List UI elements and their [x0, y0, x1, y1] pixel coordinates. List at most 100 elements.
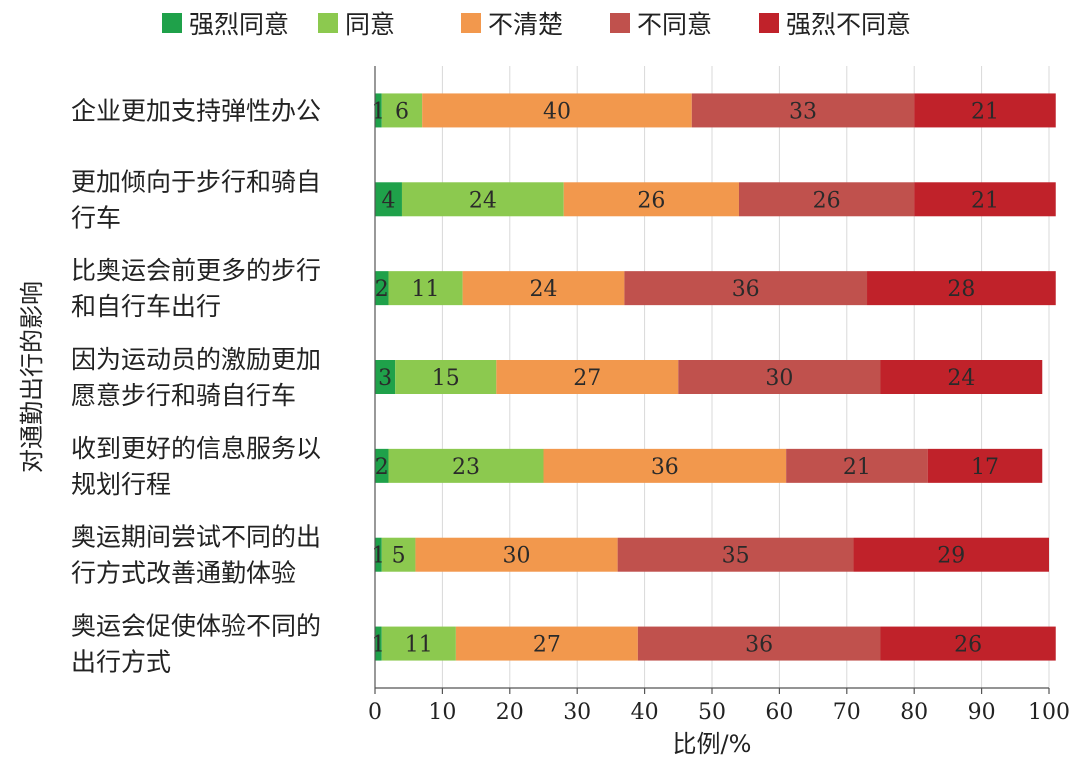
data-label: 24	[469, 188, 497, 213]
category-label: 企业更加支持弹性办公	[71, 96, 321, 125]
legend-swatch	[610, 13, 630, 33]
data-label: 21	[843, 455, 871, 480]
bar-segment	[375, 448, 389, 483]
bar-segment	[867, 271, 1056, 306]
bar-segment	[375, 360, 396, 394]
category-label: 比奥运会前更多的步行	[71, 256, 321, 285]
bar-segment	[375, 182, 402, 217]
bar-segment	[422, 93, 692, 128]
data-label: 23	[452, 455, 480, 480]
bar-segment	[375, 626, 382, 661]
data-label: 17	[971, 455, 999, 480]
x-tick-label: 70	[833, 700, 861, 725]
bar-segment	[637, 626, 881, 661]
data-label: 26	[637, 188, 665, 213]
bar-segment	[786, 448, 928, 483]
bar-segment	[415, 537, 618, 572]
data-label: 6	[395, 99, 409, 124]
data-label: 21	[971, 188, 999, 213]
x-tick-label: 20	[496, 700, 524, 725]
bar-segment	[678, 360, 881, 394]
data-label: 2	[375, 455, 389, 480]
category-label: 行方式改善通勤体验	[71, 559, 296, 588]
bar-segment	[914, 93, 1056, 128]
bar-segment	[375, 93, 382, 128]
bar-segment	[462, 271, 625, 306]
bar-segment	[738, 182, 915, 217]
legend-label: 同意	[345, 10, 395, 39]
legend: 强烈同意 同意 不清楚 不同意 强烈不同意	[162, 10, 911, 39]
data-label: 33	[789, 99, 817, 124]
x-tick-label: 10	[428, 700, 456, 725]
category-label: 行车	[71, 203, 121, 232]
bar-segment	[927, 448, 1043, 483]
bar-segment	[543, 448, 787, 483]
x-tick-label: 30	[563, 700, 591, 725]
data-label: 27	[573, 366, 601, 391]
data-label: 2	[375, 277, 389, 302]
category-label: 奥运会促使体验不同的	[71, 612, 321, 641]
data-label: 40	[543, 99, 571, 124]
legend-label: 不同意	[637, 10, 712, 39]
bar-segment	[624, 271, 868, 306]
data-label: 11	[412, 277, 440, 302]
data-label: 24	[947, 366, 975, 391]
legend-swatch	[162, 13, 182, 33]
data-label: 29	[937, 544, 965, 569]
category-label: 出行方式	[71, 648, 171, 677]
data-label: 36	[651, 455, 679, 480]
category-label: 和自行车出行	[71, 292, 221, 321]
bar-segment	[496, 360, 679, 394]
legend-swatch	[461, 13, 481, 33]
data-label: 27	[533, 633, 561, 658]
bar-segment	[381, 537, 416, 572]
x-tick-label: 40	[631, 700, 659, 725]
bar-segment	[388, 448, 544, 483]
bar-segment	[375, 271, 389, 306]
x-axis: 0 10 20 30 40 50 60 70 80 90 100	[368, 66, 1070, 725]
data-label: 26	[813, 188, 841, 213]
bar-segment	[381, 93, 423, 128]
bar-segment	[563, 182, 739, 217]
bar-segment	[375, 537, 382, 572]
data-label: 36	[732, 277, 760, 302]
legend-label: 强烈同意	[189, 10, 289, 39]
data-label: 30	[765, 366, 793, 391]
x-tick-label: 60	[765, 700, 793, 725]
data-label: 24	[530, 277, 558, 302]
data-label: 3	[378, 366, 392, 391]
category-label: 愿意步行和骑自行车	[71, 381, 296, 410]
data-label: 36	[745, 633, 773, 658]
category-label: 收到更好的信息服务以	[71, 434, 321, 463]
x-tick-label: 50	[698, 700, 726, 725]
bar-segment	[617, 537, 854, 572]
category-labels: 企业更加支持弹性办公更加倾向于步行和骑自行车比奥运会前更多的步行和自行车出行因为…	[71, 96, 321, 676]
bar-segment	[381, 626, 456, 661]
data-label: 21	[971, 99, 999, 124]
y-axis-title: 对通勤出行的影响	[18, 281, 46, 473]
x-tick-label: 80	[900, 700, 928, 725]
x-axis-title: 比例/%	[673, 730, 752, 758]
legend-label: 强烈不同意	[786, 10, 911, 39]
bar-segment	[880, 360, 1043, 394]
category-label: 因为运动员的激励更加	[71, 345, 321, 374]
data-label: 4	[381, 188, 395, 213]
bar-segment	[853, 537, 1049, 572]
legend-swatch	[759, 13, 779, 33]
bar-segment	[395, 360, 497, 394]
data-label: 30	[503, 544, 531, 569]
bar-segment	[388, 271, 463, 306]
bars: 1 6 40 33 214 24 26 26 212 11 24 36 283 15 27 30 242 23 36…	[371, 93, 1056, 661]
legend-label: 不清楚	[488, 10, 563, 39]
data-label: 35	[722, 544, 750, 569]
data-label: 5	[392, 544, 406, 569]
category-label: 更加倾向于步行和骑自	[71, 167, 321, 196]
x-tick-label: 90	[968, 700, 996, 725]
data-label: 11	[405, 633, 433, 658]
bar-segment	[455, 626, 638, 661]
bar-segment	[691, 93, 915, 128]
data-label: 26	[954, 633, 982, 658]
data-label: 28	[947, 277, 975, 302]
category-label: 奥运期间尝试不同的出	[71, 523, 321, 552]
